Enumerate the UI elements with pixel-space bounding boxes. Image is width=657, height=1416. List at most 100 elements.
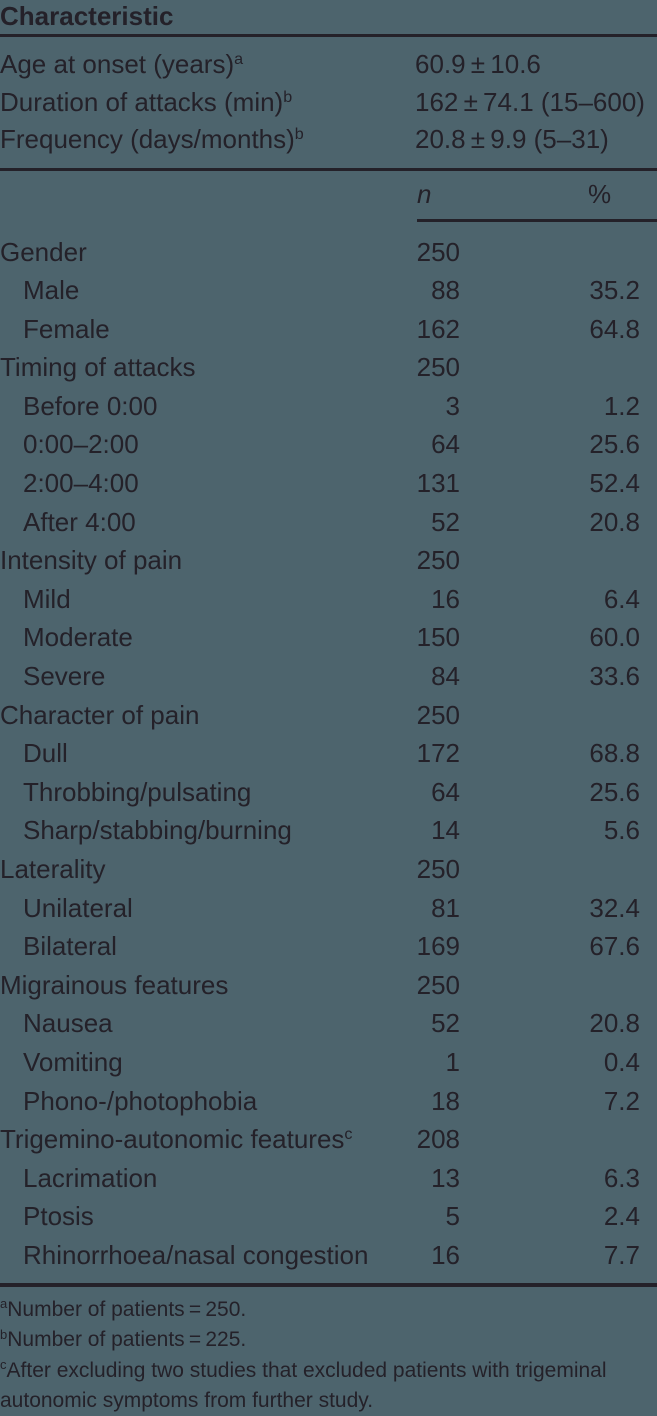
row-label: Duration of attacks (min)b <box>0 84 415 122</box>
cell-n: 169 <box>416 931 460 962</box>
row-label: Male <box>23 275 80 306</box>
cell-n: 64 <box>431 776 460 807</box>
footnote-marker: a <box>234 50 244 69</box>
row-label: Dull <box>23 738 68 769</box>
cell-n: 64 <box>431 429 460 460</box>
row-label: Gender <box>0 236 87 267</box>
cell-pct: 2.4 <box>603 1201 640 1232</box>
column-header-n: n <box>417 178 432 209</box>
footnote-text: After excluding two studies that exclude… <box>0 1358 607 1413</box>
cell-pct: 7.2 <box>603 1085 640 1116</box>
footnote-marker: b <box>0 1326 8 1342</box>
row-value: 20.8 ± 9.9 (5–31) <box>415 124 609 154</box>
table-row: Gender 250 <box>0 233 657 272</box>
row-label: After 4:00 <box>23 506 136 537</box>
cell-n: 250 <box>416 545 460 576</box>
table-row: Timing of attacks 250 <box>0 348 657 387</box>
footnote-marker: b <box>283 87 293 106</box>
cell-n: 250 <box>416 236 460 267</box>
cell-pct: 7.7 <box>603 1239 640 1270</box>
table-row: After 4:00 52 20.8 <box>0 503 657 542</box>
table-body: Gender 250 Male 88 35.2 Female 162 64.8 Timing o… <box>0 222 657 1275</box>
row-label-text: Frequency (days/months) <box>0 124 295 154</box>
table-row: Age at onset (years)a 60.9 ± 10.6 <box>0 46 657 84</box>
table-row: Severe 84 33.6 <box>0 657 657 696</box>
cell-n: 150 <box>416 622 460 653</box>
cell-pct: 67.6 <box>589 931 640 962</box>
row-label: Mild <box>23 583 71 614</box>
table-row: Intensity of pain 250 <box>0 541 657 580</box>
row-label: Nausea <box>23 1008 113 1039</box>
row-label: Ptosis <box>23 1201 94 1232</box>
table-row: Lacrimation 13 6.3 <box>0 1159 657 1198</box>
header-underline-rule <box>417 218 657 222</box>
table-row: Dull 172 68.8 <box>0 734 657 773</box>
row-label: 2:00–4:00 <box>23 468 139 499</box>
table-row: Before 0:00 3 1.2 <box>0 387 657 426</box>
table-row: Frequency (days/months)b 20.8 ± 9.9 (5–3… <box>0 121 657 159</box>
table-row: Vomiting 1 0.4 <box>0 1043 657 1082</box>
row-label: Throbbing/pulsating <box>23 776 252 807</box>
table-row: Phono-/photophobia 18 7.2 <box>0 1082 657 1121</box>
footnote: bNumber of patients = 225. <box>0 1326 657 1357</box>
table-row: Sharp/stabbing/burning 14 5.6 <box>0 811 657 850</box>
table-row: 0:00–2:00 64 25.6 <box>0 425 657 464</box>
cell-pct: 1.2 <box>603 390 640 421</box>
table-row: Nausea 52 20.8 <box>0 1004 657 1043</box>
cell-pct: 25.6 <box>589 776 640 807</box>
cell-pct: 35.2 <box>589 275 640 306</box>
row-label: Trigemino-autonomic featuresc <box>0 1124 353 1155</box>
cell-pct: 20.8 <box>589 506 640 537</box>
table-row: Bilateral 169 67.6 <box>0 927 657 966</box>
table-row: Duration of attacks (min)b 162 ± 74.1 (1… <box>0 84 657 122</box>
table-row: Rhinorrhoea/nasal congestion 16 7.7 <box>0 1236 657 1275</box>
cell-pct <box>460 850 657 889</box>
cell-n: 88 <box>431 275 460 306</box>
table-row: Ptosis 5 2.4 <box>0 1197 657 1236</box>
table-row: Female 162 64.8 <box>0 310 657 349</box>
cell-pct: 32.4 <box>589 892 640 923</box>
cell-n: 16 <box>431 583 460 614</box>
row-label: Character of pain <box>0 699 200 730</box>
cell-n: 52 <box>431 1008 460 1039</box>
footnotes-section: aNumber of patients = 250. bNumber of pat… <box>0 1296 657 1416</box>
cell-n: 13 <box>431 1162 460 1193</box>
row-label: Sharp/stabbing/burning <box>23 815 292 846</box>
footnote-marker: b <box>294 125 304 144</box>
cell-n: 1 <box>445 1046 460 1077</box>
row-label: Timing of attacks <box>0 352 196 383</box>
footnote-marker: c <box>344 1125 353 1144</box>
footnote: cAfter excluding two studies that exclud… <box>0 1357 657 1416</box>
row-label: Migrainous features <box>0 969 229 1000</box>
row-label: Phono-/photophobia <box>23 1085 258 1116</box>
cell-pct <box>460 696 657 735</box>
row-label: Frequency (days/months)b <box>0 121 415 159</box>
row-label: Rhinorrhoea/nasal congestion <box>23 1239 369 1270</box>
row-label: Severe <box>23 661 106 692</box>
stats-section: Age at onset (years)a 60.9 ± 10.6 Durati… <box>0 37 657 171</box>
cell-n: 5 <box>445 1201 460 1232</box>
cell-pct <box>460 1120 657 1159</box>
row-label: Vomiting <box>23 1046 123 1077</box>
cell-pct: 68.8 <box>589 738 640 769</box>
row-value: 162 ± 74.1 (15–600) <box>415 86 645 117</box>
footnote-marker: c <box>0 1357 7 1373</box>
cell-n: 250 <box>416 699 460 730</box>
cell-n: 52 <box>431 506 460 537</box>
row-label: Laterality <box>0 854 106 884</box>
row-label: Unilateral <box>23 892 133 923</box>
footnote: aNumber of patients = 250. <box>0 1296 657 1327</box>
table-row: Character of pain 250 <box>0 696 657 735</box>
table-row: Throbbing/pulsating 64 25.6 <box>0 773 657 812</box>
cell-pct: 6.4 <box>603 583 640 614</box>
cell-n: 162 <box>416 313 460 344</box>
cell-n: 81 <box>431 892 460 923</box>
table-row: Trigemino-autonomic featuresc 208 <box>0 1120 657 1159</box>
bottom-rule <box>0 1282 657 1287</box>
row-label: Moderate <box>23 622 133 653</box>
cell-n: 18 <box>431 1085 460 1116</box>
cell-n: 208 <box>416 1124 460 1155</box>
table-row: Moderate 150 60.0 <box>0 618 657 657</box>
cell-n: 14 <box>431 815 460 846</box>
table-row: 2:00–4:00 131 52.4 <box>0 464 657 503</box>
